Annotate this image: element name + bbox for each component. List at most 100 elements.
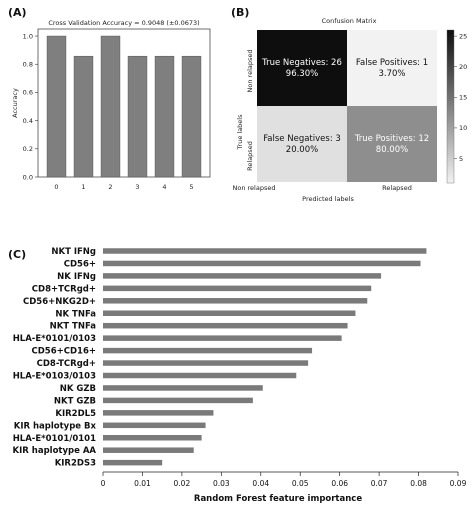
feature-x-tick-4: 0.04 bbox=[252, 479, 269, 488]
feature-label-17: KIR2DS3 bbox=[55, 459, 96, 469]
feature-label-5: NK TNFa bbox=[55, 309, 96, 319]
cm-cell-1-1 bbox=[347, 106, 437, 182]
accuracy-bar-chart: Cross Validation Accuracy = 0.9048 (±0.0… bbox=[11, 19, 211, 191]
feature-label-10: HLA-E*0103/0103 bbox=[13, 372, 96, 382]
feature-bar-4 bbox=[103, 298, 368, 304]
feature-bar-5 bbox=[103, 310, 356, 316]
accuracy-x-tick-5: 5 bbox=[189, 183, 193, 191]
feature-x-tick-0: 0 bbox=[101, 479, 106, 488]
feature-bar-11 bbox=[103, 385, 263, 391]
accuracy-y-tick-2: 0.4 bbox=[23, 117, 33, 125]
colorbar-tick-0: 5 bbox=[459, 155, 463, 163]
feature-bar-10 bbox=[103, 372, 297, 379]
cm-cell-pct-0-0: 96.30% bbox=[286, 69, 318, 79]
feature-x-tick-5: 0.05 bbox=[292, 479, 309, 488]
feature-label-6: NKT TNFa bbox=[50, 322, 97, 332]
accuracy-x-tick-3: 3 bbox=[135, 183, 139, 191]
accuracy-chart-title: Cross Validation Accuracy = 0.9048 (±0.0… bbox=[48, 19, 199, 27]
feature-x-label: Random Forest feature importance bbox=[194, 494, 362, 504]
feature-label-1: CD56+ bbox=[64, 259, 96, 269]
accuracy-y-tick-3: 0.6 bbox=[23, 89, 33, 97]
feature-label-15: HLA-E*0101/0101 bbox=[13, 434, 96, 444]
feature-label-8: CD56+CD16+ bbox=[32, 347, 97, 357]
accuracy-y-tick-0: 0.0 bbox=[23, 173, 33, 181]
accuracy-bar-3 bbox=[127, 55, 148, 178]
cm-x-category-0: Non relapsed bbox=[233, 184, 276, 192]
feature-label-13: KIR2DL5 bbox=[55, 409, 96, 419]
cm-y-category-1: Relapsed bbox=[246, 141, 254, 171]
feature-bar-3 bbox=[103, 285, 372, 292]
panel-label-a: (A) bbox=[8, 6, 27, 19]
panel-label-c: (C) bbox=[8, 248, 26, 261]
feature-importance-chart: NKT IFNg CD56+ NK IFNg CD8+TCRgd+ CD56+NKG2D… bbox=[13, 247, 467, 504]
accuracy-bar-4 bbox=[154, 55, 175, 178]
feature-x-tick-2: 0.02 bbox=[174, 479, 191, 488]
feature-label-11: NK GZB bbox=[60, 384, 96, 394]
colorbar-tick-3: 20 bbox=[459, 63, 467, 71]
feature-label-2: NK IFNg bbox=[57, 272, 96, 282]
cm-x-category-1: Relapsed bbox=[382, 184, 412, 192]
feature-bar-12 bbox=[103, 397, 253, 404]
feature-bar-13 bbox=[103, 410, 214, 416]
feature-x-tick-6: 0.06 bbox=[331, 479, 348, 488]
cm-cell-pct-0-1: 3.70% bbox=[378, 69, 405, 79]
colorbar bbox=[446, 29, 455, 184]
accuracy-y-tick-4: 0.8 bbox=[23, 61, 33, 69]
cm-cell-0-0 bbox=[257, 30, 347, 106]
accuracy-x-tick-0: 0 bbox=[54, 183, 58, 191]
feature-bar-14 bbox=[103, 422, 206, 429]
feature-label-14: KIR haplotype Bx bbox=[14, 421, 97, 431]
cm-y-category-0: Non relapsed bbox=[246, 50, 254, 93]
cm-cell-pct-1-0: 20.00% bbox=[286, 145, 318, 155]
feature-bar-6 bbox=[103, 322, 348, 329]
feature-label-9: CD8-TCRgd+ bbox=[37, 359, 96, 369]
feature-bar-7 bbox=[103, 335, 342, 341]
panel-label-b: (B) bbox=[231, 6, 249, 19]
confusion-matrix: Confusion Matrix True Negatives: 2696.30… bbox=[233, 17, 468, 203]
accuracy-bar-2 bbox=[100, 35, 121, 178]
feature-bar-0 bbox=[103, 248, 427, 254]
cm-y-label: True labels bbox=[236, 114, 244, 151]
feature-bar-17 bbox=[103, 459, 163, 466]
feature-bar-16 bbox=[103, 447, 194, 453]
colorbar-tick-2: 15 bbox=[459, 94, 467, 102]
feature-label-3: CD8+TCRgd+ bbox=[32, 284, 96, 294]
accuracy-x-tick-2: 2 bbox=[108, 183, 112, 191]
cm-cell-label-1-1: True Positives: 12 bbox=[354, 134, 429, 144]
cm-cell-0-1 bbox=[347, 30, 437, 106]
feature-label-4: CD56+NKG2D+ bbox=[23, 297, 96, 307]
feature-x-tick-7: 0.07 bbox=[371, 479, 388, 488]
accuracy-y-label: Accuracy bbox=[11, 88, 19, 118]
accuracy-bar-0 bbox=[46, 35, 67, 178]
feature-label-0: NKT IFNg bbox=[51, 247, 96, 257]
accuracy-x-tick-1: 1 bbox=[81, 183, 85, 191]
accuracy-y-tick-5: 1.0 bbox=[23, 32, 33, 40]
accuracy-bar-1 bbox=[73, 55, 94, 178]
cm-cell-label-0-1: False Positives: 1 bbox=[356, 58, 428, 68]
feature-bar-1 bbox=[103, 260, 421, 267]
feature-bar-15 bbox=[103, 435, 202, 441]
feature-bar-9 bbox=[103, 360, 309, 366]
colorbar-tick-4: 25 bbox=[459, 32, 467, 40]
confusion-matrix-title: Confusion Matrix bbox=[322, 17, 377, 25]
accuracy-bar-5 bbox=[181, 55, 202, 178]
feature-label-12: NKT GZB bbox=[54, 396, 96, 406]
accuracy-x-tick-4: 4 bbox=[162, 183, 166, 191]
cm-cell-1-0 bbox=[257, 106, 347, 182]
colorbar-tick-1: 10 bbox=[459, 124, 467, 132]
feature-x-tick-1: 0.01 bbox=[134, 479, 151, 488]
cm-x-label: Predicted labels bbox=[302, 195, 354, 203]
feature-bar-2 bbox=[103, 273, 382, 279]
feature-label-16: KIR haplotype AA bbox=[13, 446, 97, 456]
feature-label-7: HLA-E*0101/0103 bbox=[13, 334, 96, 344]
feature-x-tick-8: 0.08 bbox=[410, 479, 427, 488]
accuracy-plot-frame bbox=[37, 28, 211, 178]
feature-bar-8 bbox=[103, 347, 313, 354]
feature-x-tick-3: 0.03 bbox=[213, 479, 230, 488]
cm-cell-label-1-0: False Negatives: 3 bbox=[263, 134, 341, 144]
feature-x-tick-9: 0.09 bbox=[450, 479, 467, 488]
cm-cell-pct-1-1: 80.00% bbox=[376, 145, 408, 155]
cm-cell-label-0-0: True Negatives: 26 bbox=[261, 58, 342, 68]
accuracy-y-tick-1: 0.2 bbox=[23, 145, 33, 153]
